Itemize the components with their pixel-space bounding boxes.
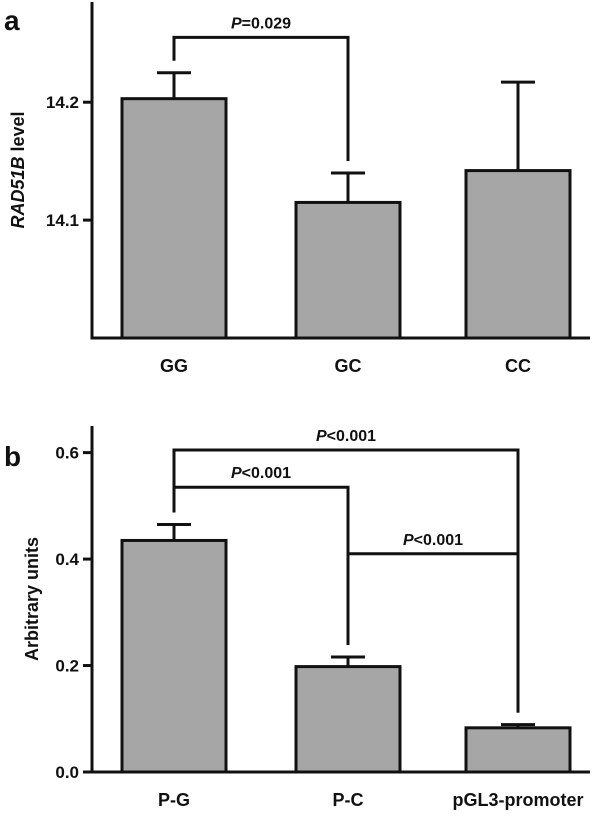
panel-label: a (4, 5, 20, 36)
significance-label: P<0.001 (403, 532, 463, 549)
bar-gg (120, 97, 228, 340)
y-tick-label: 0.2 (55, 657, 79, 676)
bar-cc (464, 169, 572, 340)
significance-label-value: <0.001 (242, 465, 291, 482)
bar-p-c (294, 665, 402, 774)
chart-panel-a: a 14.1 14.2 RAD51B level GG GC CC P=0.029 (4, 2, 590, 376)
significance-label: P=0.029 (231, 15, 291, 32)
y-tick-label: 0.4 (55, 550, 79, 569)
significance-label-value: <0.001 (414, 532, 463, 549)
y-tick-label: 14.1 (46, 211, 79, 230)
y-tick-label: 0.0 (55, 763, 79, 782)
significance-label-p: P (316, 428, 327, 445)
bar-pgl3-promoter (464, 726, 572, 774)
y-tick-label: 0.6 (55, 444, 79, 463)
y-axis-label: Arbitrary units (22, 537, 42, 661)
y-axis-label-italic: RAD51B (8, 157, 28, 229)
y-axis-label-rest: level (8, 111, 28, 156)
x-category-label: GC (335, 356, 362, 376)
significance-bracket (172, 35, 350, 161)
significance-label-p: P (231, 15, 242, 32)
significance-label: P<0.001 (316, 428, 376, 445)
significance-label-value: =0.029 (242, 15, 291, 32)
x-category-label: P-C (333, 790, 364, 810)
significance-bracket (346, 552, 520, 713)
x-category-label: CC (505, 356, 531, 376)
chart-panel-b: b 0.0 0.2 0.4 0.6 Arbitrary units P-G P-C pGL3-p… (4, 426, 590, 810)
x-category-label: P-G (158, 790, 190, 810)
significance-label-p: P (231, 465, 242, 482)
bar-p-g (120, 538, 228, 774)
bar-gc (294, 200, 402, 340)
significance-label-p: P (403, 532, 414, 549)
panel-label: b (4, 441, 21, 472)
y-tick-label: 14.2 (46, 93, 79, 112)
x-category-label: GG (160, 356, 188, 376)
x-category-label: pGL3-promoter (452, 790, 583, 810)
significance-label: P<0.001 (231, 465, 291, 482)
y-axis-label: RAD51B level (8, 111, 28, 228)
significance-label-value: <0.001 (327, 428, 376, 445)
